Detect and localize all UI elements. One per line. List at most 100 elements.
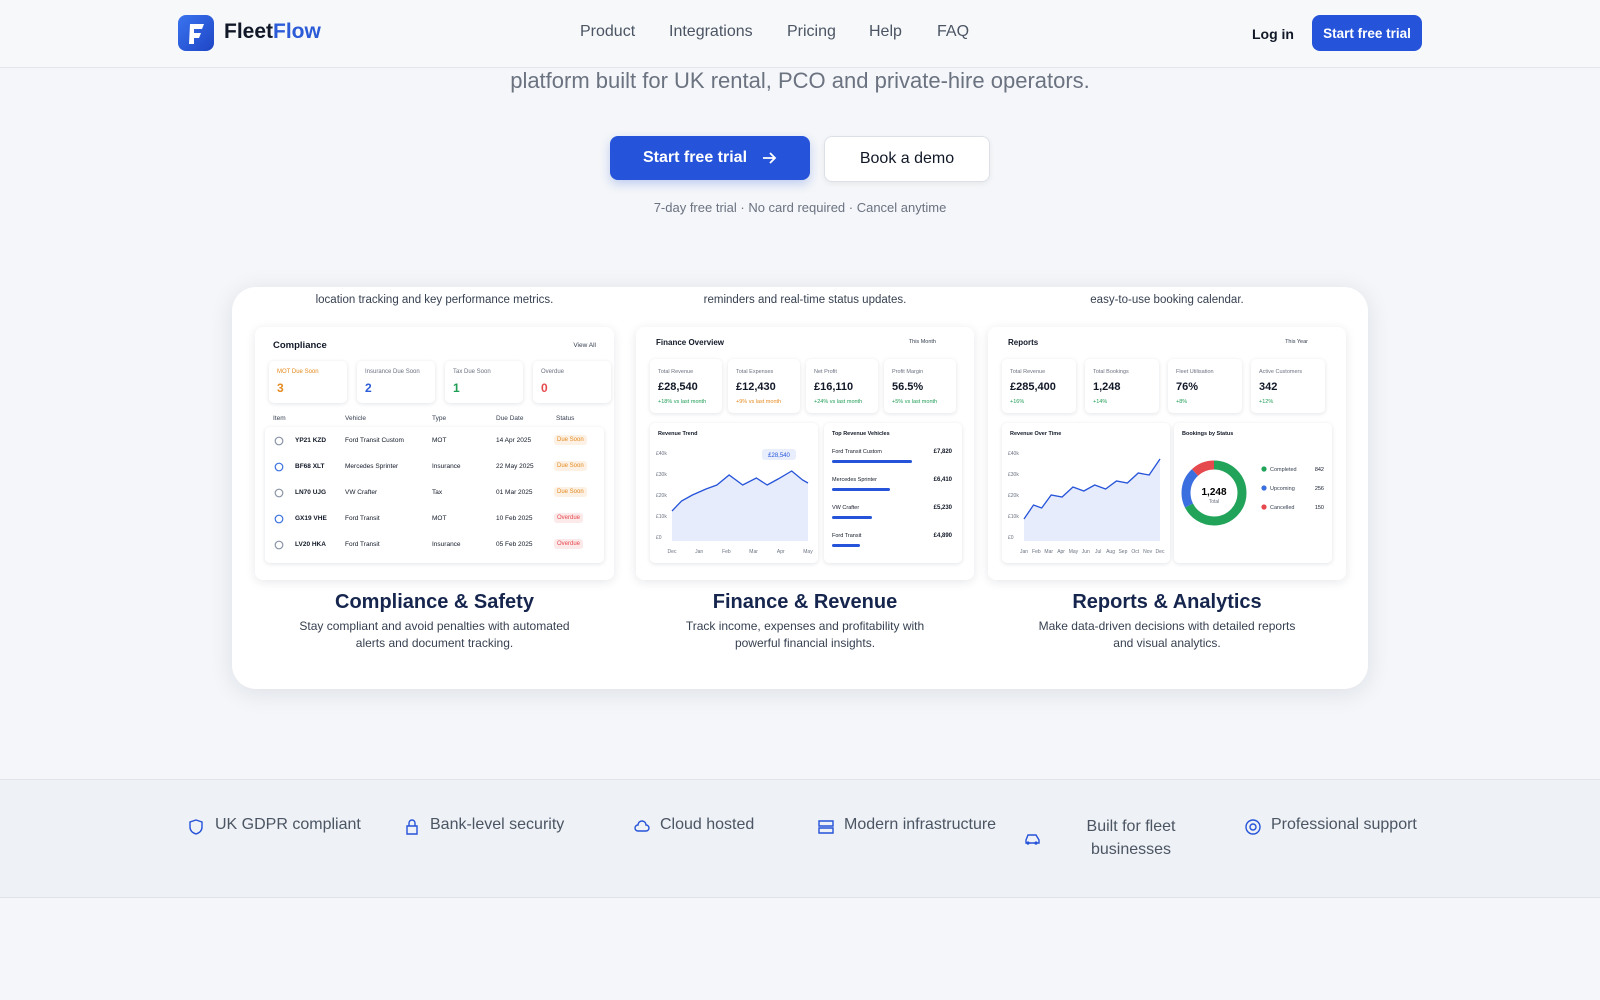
table-cell: MOT — [432, 515, 447, 522]
brand[interactable]: FleetFlow — [224, 20, 321, 44]
stat-value: 3 — [277, 381, 284, 395]
stat-box: Tax Due Soon 1 — [445, 361, 523, 403]
x-tick-label: Jul — [1095, 549, 1101, 555]
vehicle-value: £4,890 — [933, 533, 952, 539]
nav-link[interactable]: Integrations — [669, 23, 753, 40]
panel-link[interactable]: View All — [573, 342, 596, 349]
table-cell: 14 Apr 2025 — [496, 437, 532, 444]
table-header: Type — [432, 415, 447, 422]
top-vehicles-box: Top Revenue Vehicles Ford Transit Custom £… — [824, 423, 962, 563]
nav-link[interactable]: Pricing — [787, 23, 836, 40]
secondary-button[interactable]: Book a demo — [824, 136, 990, 182]
nav-link[interactable]: Help — [869, 23, 902, 40]
legend-dot — [1261, 485, 1267, 491]
panel-period[interactable]: This Month — [908, 339, 936, 345]
vehicle-name: Mercedes Sprinter — [832, 477, 877, 483]
dashboard-panel: Reports This Year Total Revenue £285,400 +16… — [988, 327, 1346, 580]
stat-change: +5% vs last month — [892, 399, 938, 405]
login-link[interactable]: Log in — [1252, 26, 1294, 42]
legend-value: 150 — [1315, 505, 1324, 511]
y-tick-label: £40k — [1008, 451, 1019, 457]
stat-box: Total Revenue £28,540 +18% vs last month — [650, 359, 722, 413]
hero-subtitle: platform built for UK rental, PCO and pr… — [510, 68, 1090, 93]
y-tick-label: £0 — [656, 535, 662, 541]
chart-box: Revenue Over Time £40k £30k £20k £10k £0 Jan Fe… — [1002, 423, 1170, 563]
x-tick-label: Sep — [1118, 549, 1127, 555]
table-cell: 22 May 2025 — [496, 463, 534, 470]
trust-label: Cloud hosted — [660, 816, 755, 833]
x-tick-label: May — [1069, 549, 1079, 555]
table-cell: LV20 HKA — [295, 541, 326, 548]
vehicle-name: Ford Transit Custom — [832, 449, 882, 455]
stat-box: Active Customers 342 +12% — [1251, 359, 1325, 413]
x-tick-label: May — [803, 549, 813, 555]
legend-value: 842 — [1315, 467, 1324, 473]
feature-desc: alerts and document tracking. — [355, 636, 514, 650]
y-tick-label: £20k — [1008, 493, 1019, 499]
trust-label: UK GDPR compliant — [215, 816, 361, 833]
primary-button[interactable]: Start free trial — [610, 136, 810, 180]
x-tick-label: Oct — [1131, 549, 1139, 555]
nav-link[interactable]: FAQ — [937, 23, 970, 40]
feature-title: Finance & Revenue — [712, 591, 898, 613]
chart — [274, 514, 284, 524]
stat-value: 76% — [1176, 381, 1199, 393]
stat-change: +24% vs last month — [814, 399, 863, 405]
table-cell: Ford Transit Custom — [345, 437, 404, 444]
table-header: Due Date — [496, 415, 524, 422]
chart: Completed 842 Upcoming 256 Cancelled 150 1,248… — [1181, 460, 1324, 526]
stat-box: Insurance Due Soon 2 — [357, 361, 435, 403]
feature-caption: easy-to-use booking calendar. — [1090, 294, 1244, 306]
stat-label: Net Profit — [814, 369, 837, 375]
brand-b: Flow — [273, 20, 321, 43]
table-cell: GX19 VHE — [295, 515, 327, 522]
status-pill: Due Soon — [554, 435, 587, 445]
x-tick-label: Jan — [1020, 549, 1028, 555]
button-label: Start free trial — [642, 149, 748, 166]
nav-cta[interactable]: Start free trial — [1312, 15, 1422, 51]
table-cell: Ford Transit — [345, 541, 380, 548]
chart — [274, 462, 284, 472]
y-tick-label: £30k — [656, 472, 667, 478]
legend-label: Completed — [1270, 467, 1297, 473]
panel-title: Reports — [1008, 338, 1039, 347]
trust-label: Bank-level security — [430, 816, 565, 833]
legend-value: 256 — [1315, 486, 1324, 492]
stat-label: MOT Due Soon — [277, 369, 319, 375]
stat-box: Overdue 0 — [533, 361, 611, 403]
vehicle-name: Ford Transit — [832, 533, 862, 539]
feature-desc: Make data-driven decisions with detailed… — [1038, 619, 1296, 633]
trust-icon — [406, 819, 418, 835]
x-tick-label: Jan — [695, 549, 703, 555]
stat-box: Fleet Utilisation 76% +8% — [1168, 359, 1242, 413]
y-tick-label: £0 — [1008, 535, 1014, 541]
table-header: Vehicle — [345, 415, 366, 422]
chart-box: Revenue Trend £40k £30k £20k £10k £0 Dec Jan Feb… — [650, 423, 818, 563]
chart-title: Revenue Over Time — [1010, 431, 1062, 437]
row-icon — [274, 462, 284, 472]
hero-note: 7-day free trial · No card required · Ca… — [653, 200, 947, 215]
table-cell: Mercedes Sprinter — [345, 463, 399, 470]
y-tick-label: £40k — [656, 451, 667, 457]
panel-title: Compliance — [273, 340, 327, 351]
chart — [1025, 834, 1040, 845]
feature-desc: and visual analytics. — [1113, 636, 1221, 650]
donut-segment — [1181, 460, 1247, 526]
row-icon — [274, 488, 284, 498]
trust-icon — [1025, 834, 1040, 845]
vehicle-bar — [832, 544, 860, 547]
nav-link[interactable]: Product — [580, 23, 636, 40]
table-cell: 05 Feb 2025 — [496, 541, 533, 548]
x-tick-label: Aug — [1106, 549, 1115, 555]
table-header: Item — [273, 415, 286, 422]
y-tick-label: £10k — [656, 514, 667, 520]
stat-label: Total Bookings — [1093, 369, 1129, 375]
stat-value: 342 — [1259, 381, 1278, 393]
status-pill: Overdue — [554, 539, 584, 549]
table-cell: MOT — [432, 437, 447, 444]
dashboard-panel: Finance Overview This Month Total Revenue £… — [636, 327, 974, 580]
stat-label: Active Customers — [1259, 369, 1303, 375]
stat-value: £12,430 — [736, 381, 776, 393]
panel-period[interactable]: This Year — [1285, 339, 1308, 345]
vehicle-value: £7,820 — [933, 449, 952, 455]
